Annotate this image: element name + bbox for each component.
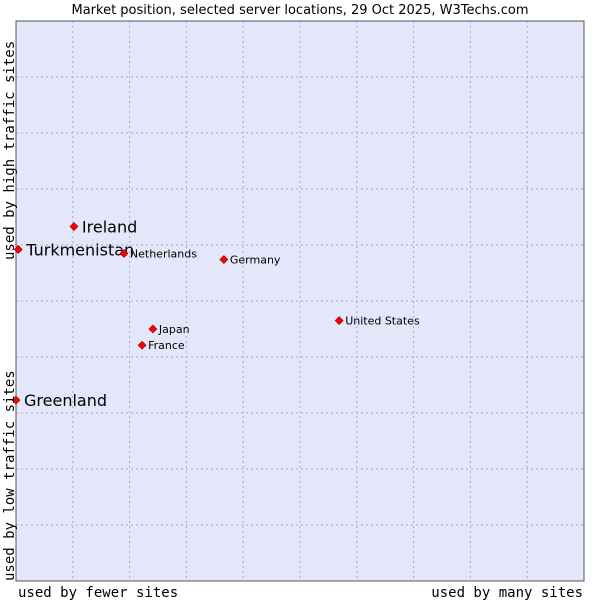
point-label-united-states: United States — [345, 315, 420, 328]
x-axis-label-high: used by many sites — [431, 585, 583, 600]
point-label-japan: Japan — [158, 323, 190, 336]
chart-title: Market position, selected server locatio… — [71, 3, 528, 18]
point-marker-greenland — [11, 395, 21, 405]
point-label-greenland: Greenland — [24, 391, 107, 410]
point-label-netherlands: Netherlands — [130, 247, 197, 260]
point-label-germany: Germany — [230, 254, 281, 267]
point-marker-ireland — [69, 222, 79, 231]
y-axis-label-low: used by low traffic sites — [2, 370, 18, 581]
point-label-france: France — [148, 339, 185, 352]
point-marker-france — [137, 340, 147, 350]
plot-border — [15, 20, 585, 582]
point-marker-germany — [219, 255, 229, 264]
y-axis-label-high: used by high traffic sites — [2, 41, 18, 260]
grid-lines — [16, 21, 584, 581]
point-label-turkmenistan: Turkmenistan — [25, 240, 134, 259]
point-marker-japan — [148, 324, 158, 334]
x-axis-label-low: used by fewer sites — [18, 585, 178, 600]
point-label-ireland: Ireland — [82, 218, 137, 237]
point-marker-turkmenistan — [13, 245, 23, 254]
point-marker-netherlands — [119, 248, 129, 258]
point-marker-united-states — [334, 316, 344, 326]
